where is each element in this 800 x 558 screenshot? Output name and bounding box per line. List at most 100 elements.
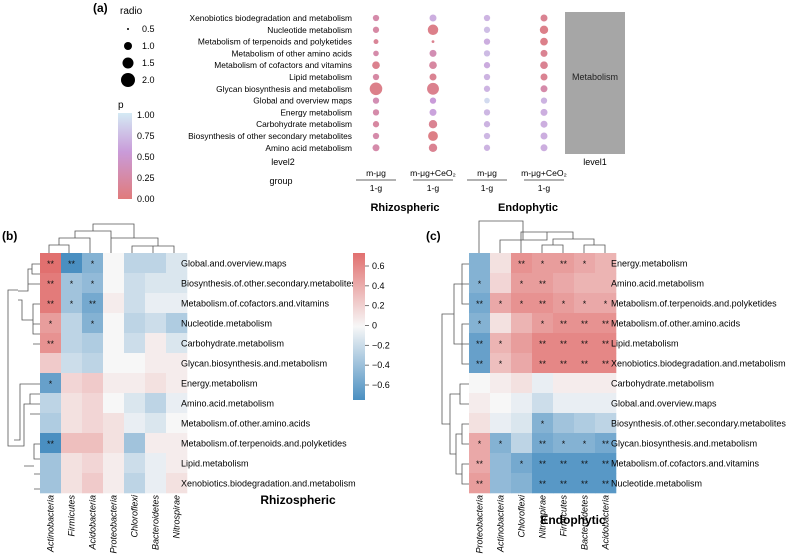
heatmap-col-label: Chloroflexi: [130, 494, 140, 538]
heatmap-cell: [40, 313, 62, 334]
heatmap-row-label: Carbohydrate.metabolism: [611, 379, 714, 389]
heatmap-col-label: Proteobacteria: [109, 495, 119, 554]
size-legend-dot-3: [122, 57, 134, 69]
significance-mark: **: [560, 319, 568, 329]
heatmap-cell: [103, 373, 125, 394]
heatmap-cell: [595, 273, 617, 294]
group-sub-label: 1-g: [538, 183, 551, 193]
column-dendrogram: [48, 223, 175, 253]
group-label: group: [269, 176, 292, 186]
heatmap-cell: [553, 373, 575, 394]
heatmap-cell: [103, 473, 125, 494]
endophytic-heatmap: ** * ** * Energy.metabolism* * ** Amino.acid.me…: [469, 253, 786, 554]
heatmap-cell: [490, 433, 512, 454]
heatmap-cell: [61, 393, 83, 414]
bubble: [540, 144, 548, 152]
heatmap-cell: [82, 413, 104, 434]
heatmap-cell: [82, 253, 104, 274]
heatmap-cell: [166, 313, 188, 334]
p-colorbar: [118, 113, 132, 199]
bubble: [483, 144, 491, 151]
bubble: [372, 73, 380, 81]
heatmap-cell: [145, 393, 167, 414]
bubble: [483, 132, 491, 140]
heatmap-cell: [145, 333, 167, 354]
panel-a-tag: (a): [93, 1, 108, 15]
heatmap-cell: [532, 353, 554, 374]
heatmap-cell: [574, 313, 596, 334]
heatmap-cell: [124, 453, 146, 474]
bubble: [483, 14, 491, 22]
bubble: [540, 37, 548, 46]
heatmap-cell: [469, 293, 491, 314]
bubble: [484, 97, 490, 104]
significance-mark: **: [539, 279, 547, 289]
significance-mark: *: [49, 379, 53, 389]
heatmap-cell: [490, 373, 512, 394]
significance-mark: **: [560, 459, 568, 469]
significance-mark: *: [583, 299, 587, 309]
heatmap-cell: [553, 433, 575, 454]
panel-c-tag: (c): [426, 229, 441, 243]
pathway-label: Nucleotide metabolism: [267, 25, 352, 35]
heatmap-cell: [124, 433, 146, 454]
significance-mark: **: [560, 259, 568, 269]
heatmap-cell: [40, 253, 62, 274]
heatmap-cell: [553, 353, 575, 374]
significance-mark: *: [499, 359, 503, 369]
heatmap-cell: [532, 393, 554, 414]
heatmap-col-label: Nitrospirae: [538, 495, 548, 539]
bubble: [540, 14, 548, 22]
panel-c: (c) ** * ** * Energy.metabolism* * ** Amino.aci…: [426, 220, 786, 554]
group-column-labels: m-μg 1-g m-μg+CeO₂ 1-g m-μg 1-g m-μg+CeO₂ 1-g: [356, 168, 567, 193]
heatmap-cell: [103, 313, 125, 334]
compartment-label-rhizospheric: Rhizospheric: [370, 202, 439, 214]
heatmap-row-label: Energy.metabolism: [181, 379, 257, 389]
heatmap-cell: [532, 373, 554, 394]
heatmap-cell: [469, 353, 491, 374]
significance-mark: **: [539, 479, 547, 489]
bubble: [483, 38, 491, 45]
heatmap-cell: [574, 393, 596, 414]
heatmap-cell: [145, 293, 167, 314]
heatmap-cell: [103, 393, 125, 414]
pathway-label: Carbohydrate metabolism: [256, 119, 352, 129]
heatmap-cell: [574, 373, 596, 394]
significance-mark: **: [476, 359, 484, 369]
group-sub-label: 1-g: [481, 183, 494, 193]
p-legend-label: 0.25: [137, 173, 155, 183]
significance-mark: **: [47, 299, 55, 309]
heatmap-cell: [40, 433, 62, 454]
significance-mark: **: [560, 479, 568, 489]
heatmap-cell: [532, 413, 554, 434]
bubble: [427, 24, 439, 36]
heatmap-cell: [469, 273, 491, 294]
p-legend-label: 0.00: [137, 194, 155, 204]
significance-mark: *: [70, 299, 74, 309]
significance-mark: **: [539, 339, 547, 349]
heatmap-row-label: Lipid.metabolism: [181, 459, 249, 469]
bubble: [540, 97, 548, 104]
heatmap-cell: [595, 373, 617, 394]
significance-mark: **: [581, 459, 589, 469]
p-legend-label: 1.00: [137, 110, 155, 120]
heatmap-cell: [40, 393, 62, 414]
heatmap-col-label: Proteobacteria: [475, 495, 485, 554]
bubble: [372, 121, 380, 128]
significance-mark: *: [91, 319, 95, 329]
bubble: [483, 109, 491, 116]
heatmap-cell: [82, 273, 104, 294]
group-treatment-label: m-μg: [366, 168, 386, 178]
significance-mark: *: [562, 439, 566, 449]
heatmap-cell: [469, 313, 491, 334]
significance-mark: **: [539, 439, 547, 449]
significance-mark: *: [520, 279, 524, 289]
significance-mark: **: [602, 359, 610, 369]
heatmap-col-label: Bacteroidetes: [580, 495, 590, 551]
colorbar-tick-label: 0.4: [372, 281, 385, 291]
significance-mark: **: [602, 479, 610, 489]
heatmap-cell: [103, 273, 125, 294]
heatmap-cell: [166, 393, 188, 414]
heatmap-cell: [553, 453, 575, 474]
significance-mark: *: [583, 439, 587, 449]
